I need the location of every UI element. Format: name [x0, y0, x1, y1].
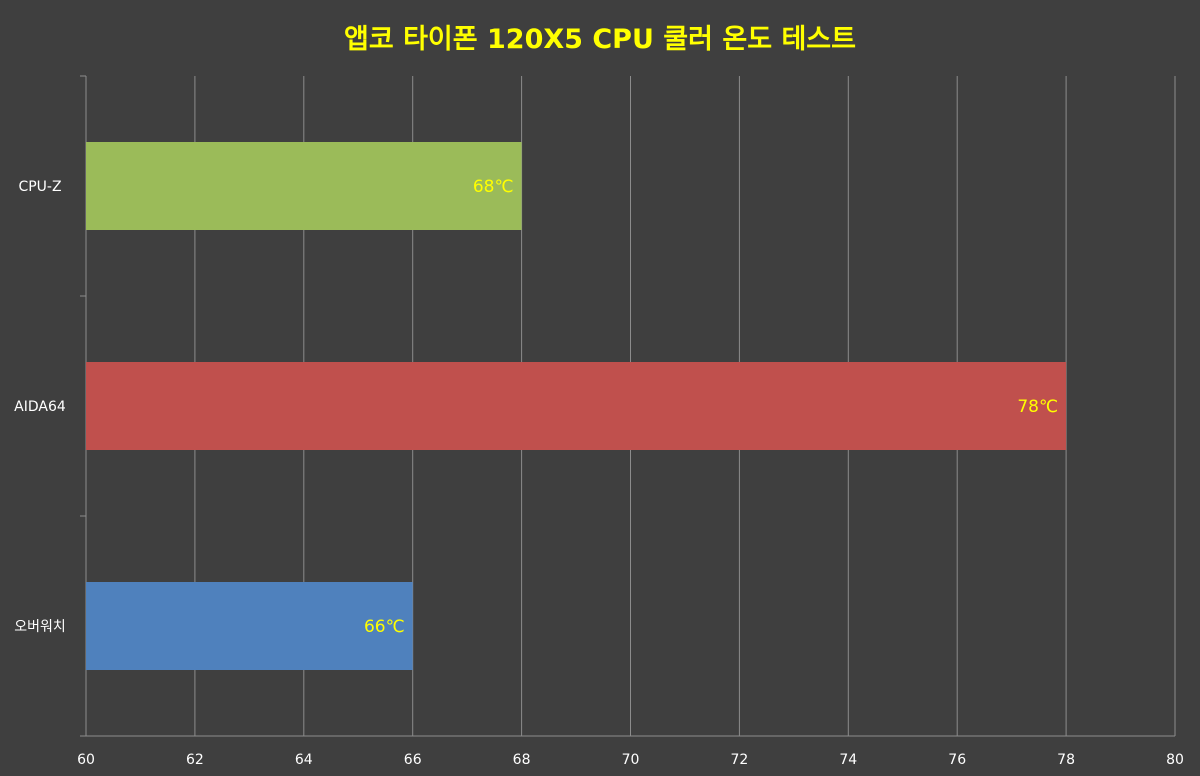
category-label: AIDA64 — [14, 399, 66, 415]
x-tick-label: 64 — [295, 752, 313, 768]
chart-title: 앱코 타이폰 120X5 CPU 쿨러 온도 테스트 — [344, 24, 856, 55]
x-tick-label: 66 — [404, 752, 422, 768]
x-tick-label: 74 — [839, 752, 857, 768]
bar-2 — [86, 362, 1067, 450]
x-tick-label: 78 — [1057, 752, 1075, 768]
category-label: CPU-Z — [18, 179, 61, 195]
x-tick-label: 68 — [513, 752, 531, 768]
bars — [86, 142, 1067, 670]
category-label: 오버워치 — [14, 619, 66, 635]
data-label: 78℃ — [1017, 397, 1058, 417]
x-tick-label: 72 — [730, 752, 748, 768]
labels: CPU-Z 68℃ AIDA64 78℃ 오버워치 66℃ — [14, 177, 1058, 637]
data-label: 66℃ — [364, 617, 405, 637]
x-tick-label: 80 — [1166, 752, 1184, 768]
x-tick-label: 76 — [948, 752, 966, 768]
bar-1 — [86, 142, 522, 230]
data-label: 68℃ — [473, 177, 514, 197]
x-tick-label: 62 — [186, 752, 204, 768]
bar-3 — [86, 582, 413, 670]
x-tick-label: 70 — [622, 752, 640, 768]
x-tick-label: 60 — [77, 752, 95, 768]
